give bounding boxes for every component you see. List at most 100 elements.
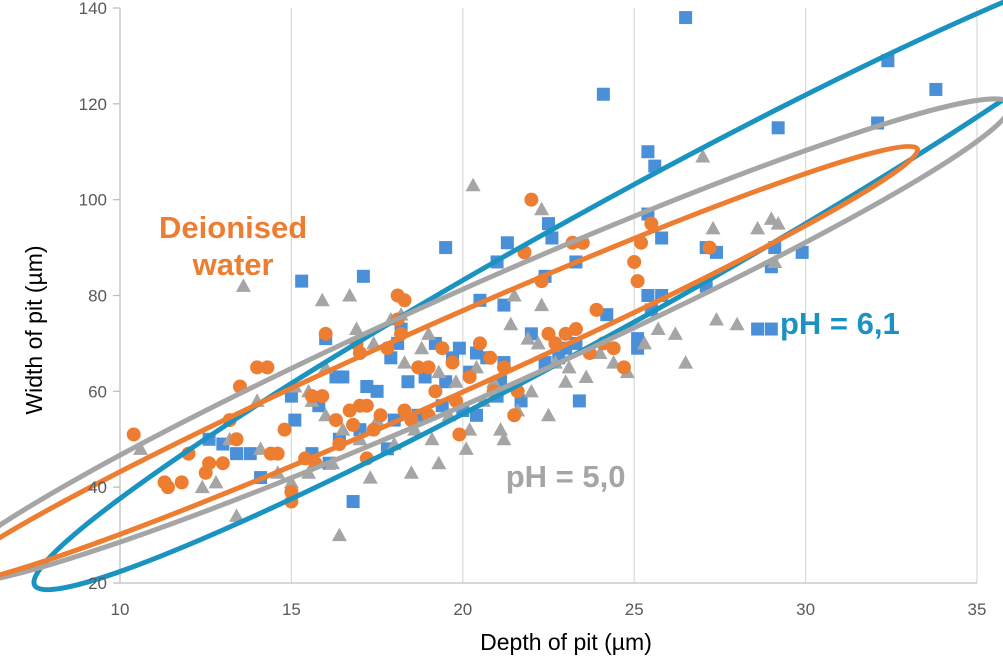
data-point-square (439, 241, 453, 255)
data-point-triangle (208, 474, 224, 489)
x-axis-title: Depth of pit (µm) (480, 629, 652, 655)
data-point-circle (589, 302, 604, 317)
group-ellipse (0, 143, 921, 587)
data-point-square (641, 145, 655, 159)
data-point-square (929, 82, 943, 96)
group-ellipse (31, 0, 1003, 593)
data-point-circle (452, 427, 467, 442)
data-point-square (295, 274, 309, 288)
data-point-triangle (496, 431, 512, 446)
data-point-triangle (503, 316, 519, 331)
x-tick-label: 35 (968, 600, 987, 619)
data-point-triangle (431, 364, 447, 379)
data-point-triangle (458, 441, 474, 455)
data-point-circle (483, 350, 498, 365)
data-point-circle (462, 369, 477, 384)
data-point-triangle (133, 441, 149, 455)
data-point-triangle (695, 149, 711, 163)
data-point-square (795, 245, 809, 259)
annotations: Deionised water pH = 6,1 pH = 5,0 (159, 210, 900, 494)
data-point-triangle (592, 345, 608, 359)
data-point-circle (472, 336, 487, 351)
data-point-triangle (424, 431, 440, 446)
data-point-triangle (561, 359, 577, 374)
x-tick-label: 15 (282, 600, 301, 619)
axes (113, 7, 977, 584)
data-point-circle (215, 456, 230, 471)
data-point-triangle (397, 355, 413, 369)
data-point-square (764, 322, 778, 336)
data-point-triangle (763, 211, 779, 225)
data-point-circle (568, 322, 583, 337)
data-point-square (596, 87, 610, 101)
data-point-circle (304, 389, 319, 404)
data-point-square (230, 447, 244, 461)
data-point-circle (277, 422, 292, 437)
data-point-square (771, 121, 785, 135)
data-point-circle (202, 456, 217, 471)
data-point-square (346, 495, 360, 509)
tick-labels: 20 40 60 80 100 120 140 10 15 20 25 30 35 (79, 0, 987, 619)
data-point-triangle (448, 374, 464, 388)
data-point-triangle (523, 383, 539, 398)
data-point-circle (411, 360, 426, 375)
data-point-triangle (414, 340, 430, 355)
annotation-label: pH = 5,0 (506, 459, 626, 494)
data-point-circle (397, 293, 412, 308)
data-point-square (439, 375, 453, 389)
data-point-square (679, 11, 693, 25)
data-point-triangle (493, 422, 509, 436)
data-point-square (360, 380, 374, 394)
data-point-triangle (520, 331, 536, 345)
data-point-circle (644, 216, 659, 231)
data-point-square (336, 370, 350, 384)
y-tick-label: 140 (79, 0, 107, 18)
data-point-circle (627, 254, 642, 269)
data-point-square (641, 289, 655, 302)
data-point-triangle (235, 278, 251, 292)
y-tick-label: 20 (88, 574, 107, 593)
data-point-square (288, 413, 302, 427)
data-point-circle (359, 398, 374, 413)
data-point-triangle (283, 474, 299, 489)
data-point-triangle (314, 292, 330, 307)
data-point-circle (229, 432, 244, 447)
data-point-triangle (530, 335, 546, 350)
data-point-circle (428, 384, 443, 399)
data-point-square (497, 298, 511, 312)
data-point-circle (160, 480, 175, 495)
data-point-square (452, 341, 466, 355)
data-point-square (572, 394, 586, 408)
data-point-triangle (678, 355, 694, 369)
data-point-triangle (770, 216, 786, 230)
data-point-triangle (534, 201, 550, 216)
y-axis-title: Width of pit (µm) (21, 245, 47, 414)
data-point-circle (328, 413, 343, 428)
data-point-triangle (465, 177, 481, 192)
data-point-triangle (667, 326, 683, 340)
data-point-circle (445, 355, 460, 370)
data-point-circle (435, 341, 450, 356)
y-tick-label: 60 (88, 382, 107, 401)
data-point-square (284, 389, 298, 403)
data-point-circle (630, 274, 645, 289)
data-point-triangle (194, 479, 210, 494)
data-point-triangle (636, 335, 652, 350)
data-point-circle (507, 408, 522, 423)
data-point-square (600, 308, 614, 322)
y-tick-label: 100 (79, 191, 107, 210)
data-point-circle (524, 192, 539, 207)
data-point-triangle (705, 220, 721, 235)
data-point-triangle (229, 508, 245, 522)
y-tick-label: 80 (88, 287, 107, 306)
data-point-square (401, 375, 415, 389)
data-point-triangle (729, 316, 745, 331)
data-point-circle (318, 326, 333, 341)
group-ellipse (0, 96, 1003, 587)
data-point-triangle (486, 374, 502, 388)
data-point-square (370, 384, 384, 398)
y-tick-label: 120 (79, 95, 107, 114)
data-point-circle (250, 360, 265, 375)
data-point-triangle (750, 220, 766, 235)
